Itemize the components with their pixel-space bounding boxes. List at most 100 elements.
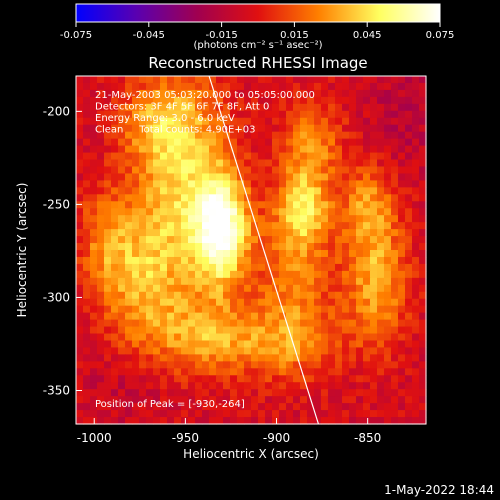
heatmap-cell: [160, 389, 168, 397]
heatmap-cell: [160, 417, 168, 425]
heatmap-cell: [335, 82, 343, 91]
heatmap-cell: [76, 159, 84, 168]
heatmap-cell: [377, 152, 385, 161]
heatmap-cell: [97, 194, 105, 202]
heatmap-cell: [398, 159, 406, 168]
heatmap-cell: [251, 159, 259, 168]
heatmap-cell: [76, 131, 84, 140]
heatmap-cell: [398, 76, 406, 84]
heatmap-cell: [237, 145, 245, 154]
heatmap-cell: [279, 187, 287, 195]
heatmap-cell: [293, 298, 301, 307]
heatmap-cell: [146, 173, 154, 181]
heatmap-cell: [279, 173, 287, 181]
heatmap-cell: [146, 389, 154, 397]
heatmap-cell: [139, 291, 147, 300]
heatmap-cell: [293, 201, 301, 209]
heatmap-cell: [153, 312, 161, 321]
heatmap-cell: [258, 201, 266, 209]
heatmap-cell: [419, 382, 427, 390]
heatmap-cell: [251, 389, 259, 397]
heatmap-cell: [398, 389, 406, 397]
heatmap-cell: [104, 229, 112, 237]
heatmap-cell: [419, 131, 427, 140]
heatmap-cell: [83, 375, 91, 383]
heatmap-cell: [272, 76, 280, 84]
heatmap-cell: [314, 89, 322, 98]
heatmap-cell: [405, 410, 413, 418]
heatmap-cell: [223, 76, 231, 84]
heatmap-cell: [293, 187, 301, 195]
heatmap-cell: [419, 89, 427, 98]
heatmap-cell: [125, 124, 133, 133]
heatmap-cell: [167, 410, 175, 418]
heatmap-cell: [125, 319, 133, 328]
heatmap-cell: [286, 117, 294, 126]
heatmap-cell: [188, 243, 196, 251]
heatmap-cell: [279, 326, 287, 335]
heatmap-cell: [377, 103, 385, 112]
heatmap-cell: [97, 312, 105, 321]
heatmap-cell: [125, 375, 133, 383]
heatmap-cell: [153, 201, 161, 209]
heatmap-cell: [167, 243, 175, 251]
heatmap-cell: [118, 410, 126, 418]
heatmap-cell: [216, 312, 224, 321]
heatmap-cell: [419, 347, 427, 355]
heatmap-cell: [223, 243, 231, 251]
heatmap-cell: [223, 333, 231, 342]
heatmap-cell: [349, 180, 357, 188]
annotation-line: Clean Total counts: 4.90E+03: [95, 125, 255, 136]
heatmap-cell: [244, 333, 252, 342]
heatmap-cell: [244, 368, 252, 376]
heatmap-cell: [384, 208, 392, 216]
heatmap-cell: [335, 263, 343, 272]
heatmap-cell: [363, 284, 371, 293]
heatmap-cell: [125, 96, 133, 105]
heatmap-cell: [405, 159, 413, 168]
heatmap-cell: [307, 417, 315, 425]
heatmap-cell: [146, 326, 154, 335]
heatmap-cell: [384, 284, 392, 293]
heatmap-cell: [300, 145, 308, 154]
heatmap-cell: [279, 180, 287, 188]
heatmap-cell: [251, 340, 259, 349]
heatmap-cell: [111, 166, 119, 175]
heatmap-cell: [111, 256, 119, 265]
heatmap-cell: [97, 180, 105, 188]
heatmap-cell: [335, 291, 343, 300]
heatmap-cell: [363, 145, 371, 154]
heatmap-cell: [391, 215, 399, 223]
heatmap-cell: [90, 333, 98, 342]
heatmap-cell: [314, 284, 322, 293]
heatmap-cell: [300, 82, 308, 91]
heatmap-cell: [412, 354, 420, 362]
heatmap-cell: [223, 312, 231, 321]
heatmap-cell: [83, 361, 91, 369]
heatmap-cell: [363, 340, 371, 349]
heatmap-cell: [377, 96, 385, 105]
heatmap-cell: [412, 215, 420, 223]
heatmap-cell: [111, 396, 119, 404]
heatmap-cell: [265, 396, 273, 404]
x-tick-label: -900: [263, 431, 290, 445]
heatmap-cell: [83, 82, 91, 91]
heatmap-cell: [97, 291, 105, 300]
heatmap-cell: [244, 201, 252, 209]
heatmap-cell: [391, 354, 399, 362]
heatmap-cell: [265, 76, 273, 84]
heatmap-cell: [202, 368, 210, 376]
heatmap-cell: [237, 82, 245, 91]
heatmap-cell: [286, 340, 294, 349]
heatmap-cell: [419, 263, 427, 272]
heatmap-cell: [279, 347, 287, 355]
heatmap-cell: [272, 145, 280, 154]
heatmap-cell: [363, 201, 371, 209]
heatmap-cell: [104, 131, 112, 140]
heatmap-cell: [279, 243, 287, 251]
heatmap-cell: [209, 131, 217, 140]
heatmap-cell: [265, 340, 273, 349]
heatmap-cell: [167, 354, 175, 362]
heatmap-cell: [223, 215, 231, 223]
heatmap-cell: [328, 403, 336, 411]
